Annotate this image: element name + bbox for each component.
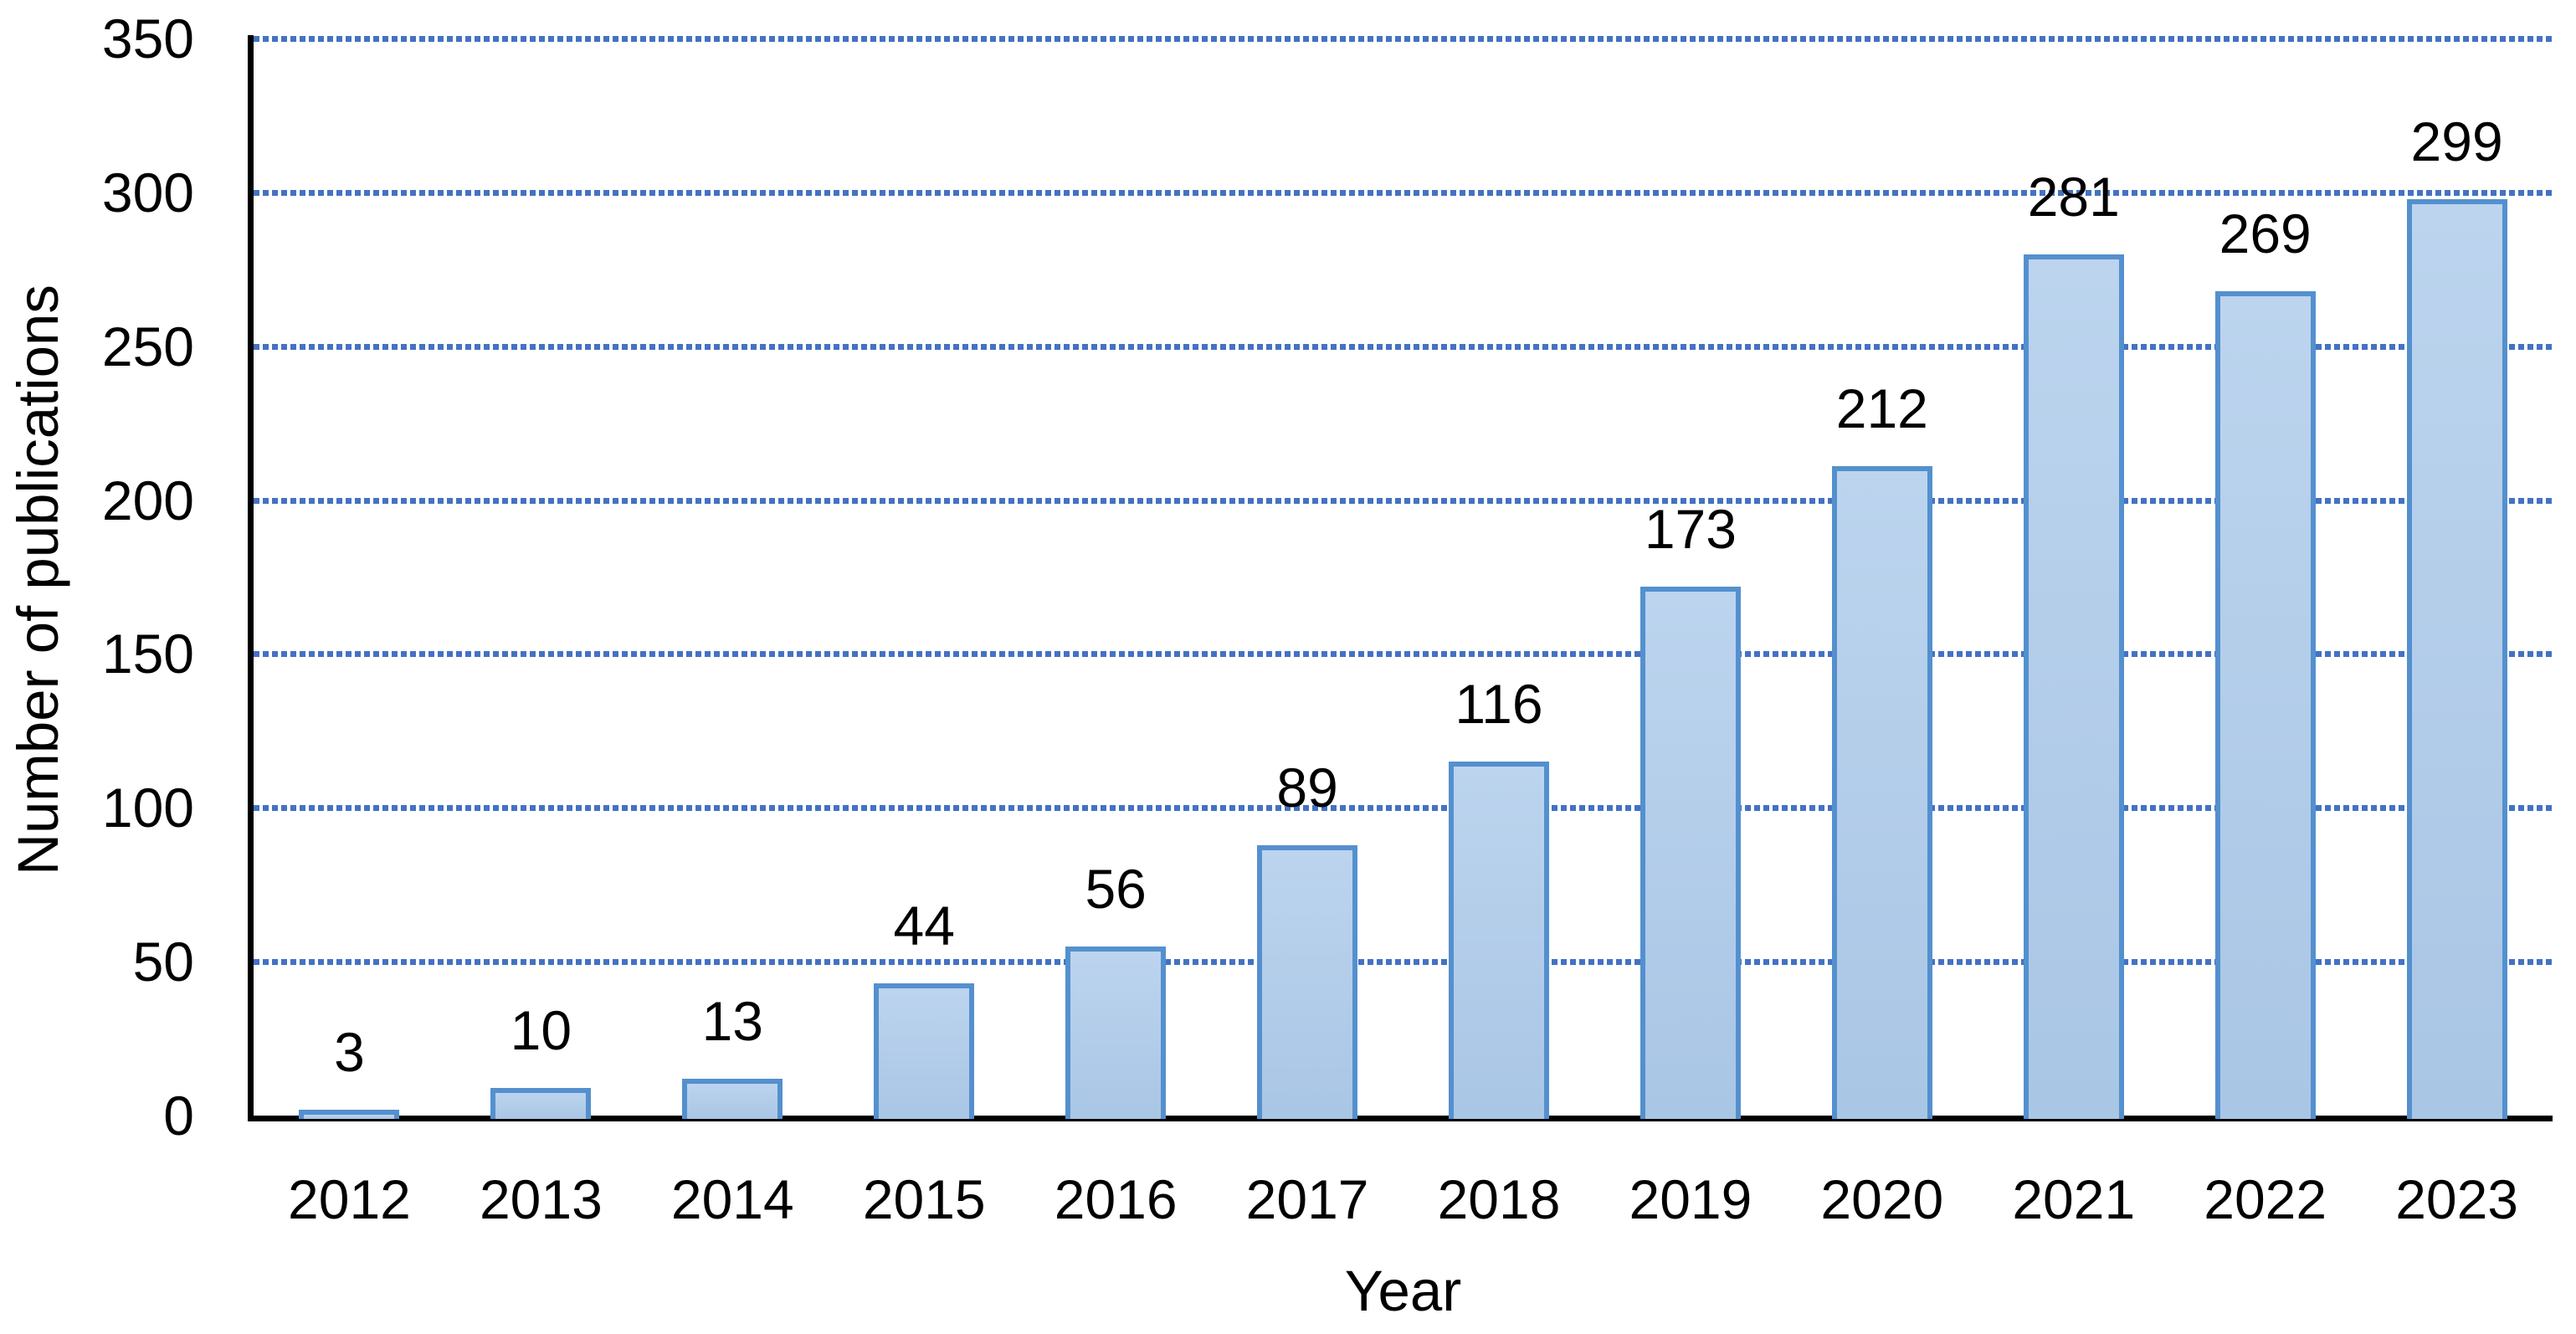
gridline-250	[254, 344, 2553, 350]
gridline-100	[254, 805, 2553, 811]
bar-value-label-2023: 299	[2410, 110, 2503, 172]
gridline-350	[254, 36, 2553, 42]
bar-2022	[2214, 291, 2316, 1119]
bar-cell-2014: 13	[637, 38, 829, 1119]
bar-value-label-2014: 13	[701, 990, 764, 1052]
y-tick-label-50: 50	[132, 931, 194, 993]
y-axis-line	[248, 35, 254, 1121]
bar-value-label-2018: 116	[1455, 673, 1543, 735]
gridline-200	[254, 498, 2553, 504]
x-tick-label-2018: 2018	[1437, 1168, 1561, 1230]
x-axis-line	[248, 1116, 2553, 1121]
bar-cell-2012: 3	[254, 38, 445, 1119]
bar-cell-2022: 269	[2169, 38, 2361, 1119]
bar-cell-2016: 56	[1020, 38, 1212, 1119]
y-tick-label-100: 100	[101, 777, 194, 839]
bar-value-label-2013: 10	[510, 999, 572, 1061]
bar-value-label-2020: 212	[1835, 377, 1928, 439]
x-tick-label-2015: 2015	[862, 1168, 986, 1230]
bar-cell-2023: 299	[2361, 38, 2553, 1119]
bars-row: 3 10 13 44 56 89 116 173 212 281 269 299	[254, 38, 2553, 1119]
bar-value-label-2015: 44	[893, 895, 955, 957]
gridline-300	[254, 190, 2553, 196]
x-axis-title: Year	[1344, 1259, 1462, 1323]
bar-cell-2013: 10	[445, 38, 637, 1119]
bar-value-label-2012: 3	[334, 1021, 365, 1083]
y-tick-label-300: 300	[101, 162, 194, 223]
bar-value-label-2021: 281	[2027, 166, 2120, 228]
x-tick-labels: 2012 2013 2014 2015 2016 2017 2018 2019 2020 2021…	[254, 1170, 2553, 1229]
x-tick-label-2016: 2016	[1054, 1168, 1178, 1230]
bar-2013	[490, 1088, 592, 1119]
bar-2021	[2023, 254, 2124, 1119]
y-tick-label-350: 350	[101, 8, 194, 69]
y-tick-label-150: 150	[101, 623, 194, 685]
bar-value-label-2017: 89	[1276, 757, 1338, 818]
bar-value-label-2022: 269	[2219, 203, 2312, 264]
bar-2020	[1831, 466, 1932, 1119]
x-tick-label-2022: 2022	[2204, 1168, 2327, 1230]
x-tick-label-2023: 2023	[2395, 1168, 2519, 1230]
y-tick-label-250: 250	[101, 316, 194, 377]
x-tick-label-2019: 2019	[1629, 1168, 1752, 1230]
bar-cell-2017: 89	[1212, 38, 1403, 1119]
x-tick-label-2013: 2013	[479, 1168, 603, 1230]
gridline-150	[254, 651, 2553, 657]
x-tick-label-2020: 2020	[1820, 1168, 1944, 1230]
bar-2019	[1640, 587, 1741, 1119]
bar-cell-2020: 212	[1786, 38, 1978, 1119]
bar-2018	[1448, 762, 1549, 1119]
bar-cell-2019: 173	[1594, 38, 1786, 1119]
y-tick-label-200: 200	[101, 469, 194, 531]
bar-2012	[299, 1110, 400, 1119]
bar-2023	[2406, 199, 2507, 1119]
bar-2014	[682, 1079, 783, 1119]
bar-value-label-2019: 173	[1644, 498, 1737, 560]
bar-2017	[1257, 845, 1358, 1119]
x-tick-label-2017: 2017	[1245, 1168, 1369, 1230]
x-tick-label-2012: 2012	[288, 1168, 411, 1230]
bar-cell-2021: 281	[1978, 38, 2169, 1119]
x-tick-label-2021: 2021	[2012, 1168, 2136, 1230]
bar-cell-2018: 116	[1403, 38, 1595, 1119]
bar-value-label-2016: 56	[1085, 858, 1147, 920]
y-tick-label-0: 0	[163, 1085, 194, 1147]
bar-2015	[874, 983, 975, 1119]
bar-2016	[1065, 947, 1167, 1119]
gridline-50	[254, 959, 2553, 965]
x-tick-label-2014: 2014	[670, 1168, 794, 1230]
bar-cell-2015: 44	[829, 38, 1020, 1119]
plot-area: 3 10 13 44 56 89 116 173 212 281 269 299	[254, 36, 2553, 1119]
